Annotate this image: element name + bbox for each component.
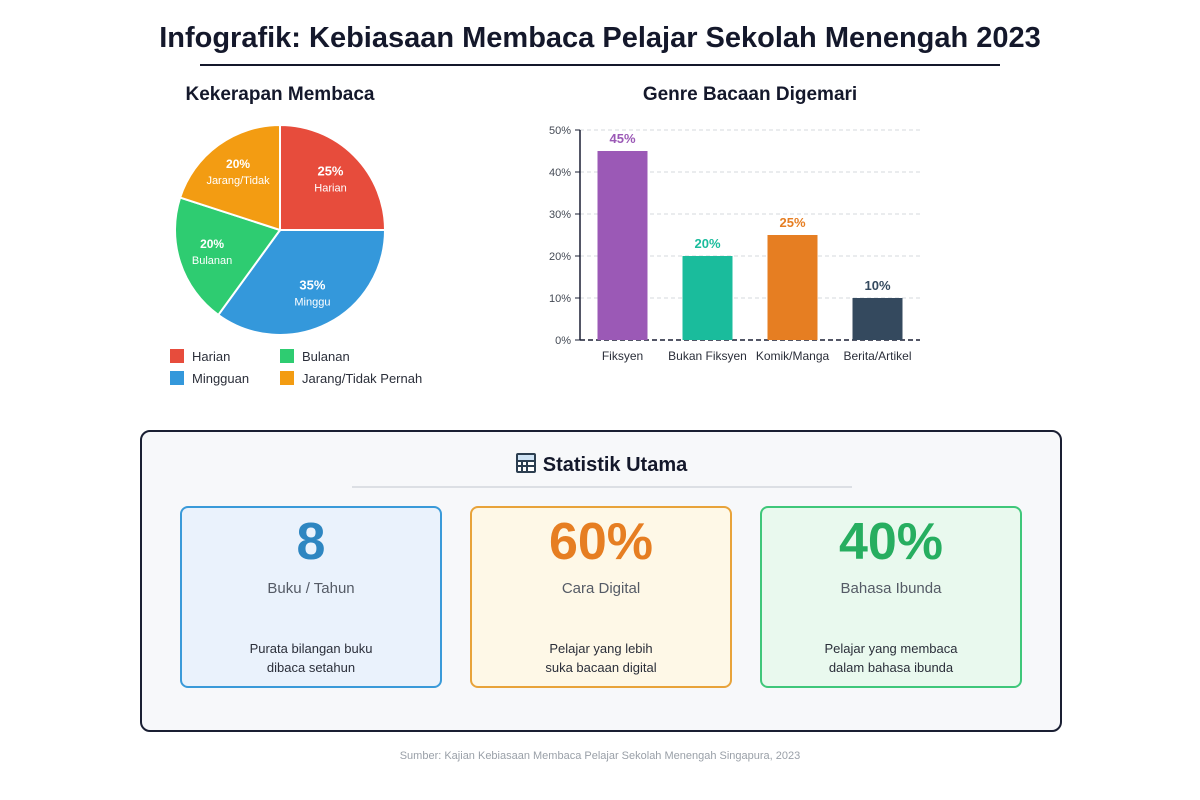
pie-slice-1 xyxy=(216,229,387,336)
legend-label: Mingguan xyxy=(192,370,250,386)
legend-item-bulanan: Bulanan xyxy=(280,348,450,364)
pie-value-label: 35% xyxy=(299,278,325,293)
y-tick-label: 50% xyxy=(549,125,571,137)
stat-label: Buku / Tahun xyxy=(267,580,355,597)
source-note: Sumber: Kajian Kebiasaan Membaca Pelajar… xyxy=(399,750,801,762)
stat-description-line: Pelajar yang lebih xyxy=(549,641,653,656)
y-tick-label: 10% xyxy=(549,293,571,305)
pie-slice-2 xyxy=(174,196,282,317)
y-tick-label: 20% xyxy=(549,251,571,263)
bar-2 xyxy=(767,235,818,340)
legend-swatch xyxy=(280,349,294,363)
bar-value-label: 10% xyxy=(864,278,890,293)
stat-card-books: 8 Buku / Tahun Purata bilangan buku diba… xyxy=(180,506,442,688)
bar-chart: 0% 10% 20% 30% 40% 50% 45% Fiksyen 20% Bukan Fiks… xyxy=(549,125,920,363)
stat-description-line: dalam bahasa ibunda xyxy=(828,660,954,675)
stat-card-digital: 60% Cara Digital Pelajar yang lebih suka… xyxy=(470,506,732,688)
bar-3 xyxy=(852,298,903,340)
pie-slice-0 xyxy=(279,123,387,231)
pie-slice-label: Jarang/Tidak xyxy=(206,175,270,187)
y-tick-label: 40% xyxy=(549,167,571,179)
x-tick-label: Berita/Artikel xyxy=(843,349,911,363)
title-underline xyxy=(200,64,1000,66)
pie-slice-label: Bulanan xyxy=(192,255,232,267)
stat-value: 40% xyxy=(838,513,944,571)
pie-chart: 25% Harian 35% Minggu 20% Bulanan 20% Jarang/Ti… xyxy=(174,123,387,336)
stats-heading: Statistik Utama xyxy=(142,452,1060,477)
legend-label: Harian xyxy=(192,348,231,364)
abacus-icon xyxy=(515,453,536,473)
key-stats-panel: Statistik Utama 8 Buku / Tahun Purata bi… xyxy=(140,430,1062,732)
x-tick-label: Bukan Fiksyen xyxy=(668,349,747,363)
stat-value: 8 xyxy=(296,513,326,571)
stat-description: Purata bilangan buku dibaca setahun xyxy=(202,639,420,677)
pie-slice-label: Minggu xyxy=(294,297,330,309)
bar-value-label: 45% xyxy=(609,131,635,146)
stat-description-line: Pelajar yang membaca xyxy=(824,641,958,656)
bar-0 xyxy=(597,151,648,340)
pie-slice-3 xyxy=(178,123,281,232)
legend-label: Bulanan xyxy=(302,348,350,364)
page-title: Infografik: Kebiasaan Membaca Pelajar Se… xyxy=(159,22,1041,54)
bar-chart-title: Genre Bacaan Digemari xyxy=(642,84,858,105)
stat-description-line: dibaca setahun xyxy=(266,660,356,675)
pie-slice-label: Harian xyxy=(314,183,346,195)
legend-swatch xyxy=(170,371,184,385)
x-tick-label: Komik/Manga xyxy=(756,349,830,363)
stat-description: Pelajar yang membaca dalam bahasa ibunda xyxy=(782,639,1000,677)
y-tick-label: 0% xyxy=(555,335,571,347)
legend-label: Jarang/Tidak Pernah xyxy=(302,370,423,386)
pie-value-label: 20% xyxy=(226,157,250,171)
stat-description: Pelajar yang lebih suka bacaan digital xyxy=(492,639,710,677)
bar-1 xyxy=(682,256,733,340)
stat-value: 60% xyxy=(548,513,654,571)
legend-item-harian: Harian xyxy=(170,348,280,364)
pie-value-label: 25% xyxy=(317,164,343,179)
stat-card-mother-tongue: 40% Bahasa Ibunda Pelajar yang membaca d… xyxy=(760,506,1022,688)
pie-legend: Harian Bulanan Mingguan Jarang/Tidak Per… xyxy=(170,348,450,386)
stat-label: Cara Digital xyxy=(561,580,641,597)
bar-value-label: 25% xyxy=(779,215,805,230)
legend-swatch xyxy=(170,349,184,363)
y-tick-label: 30% xyxy=(549,209,571,221)
pie-value-label: 20% xyxy=(200,237,224,251)
stat-label: Bahasa Ibunda xyxy=(840,580,942,597)
stat-description-line: suka bacaan digital xyxy=(545,660,657,675)
pie-chart-title: Kekerapan Membaca xyxy=(185,84,375,105)
stats-divider xyxy=(352,486,852,488)
bar-value-label: 20% xyxy=(694,236,720,251)
stat-description-line: Purata bilangan buku xyxy=(249,641,373,656)
x-tick-label: Fiksyen xyxy=(602,349,643,363)
legend-swatch xyxy=(280,371,294,385)
legend-item-mingguan: Mingguan xyxy=(170,370,280,386)
legend-item-jarang: Jarang/Tidak Pernah xyxy=(280,370,450,386)
stats-title: Statistik Utama xyxy=(542,454,688,476)
